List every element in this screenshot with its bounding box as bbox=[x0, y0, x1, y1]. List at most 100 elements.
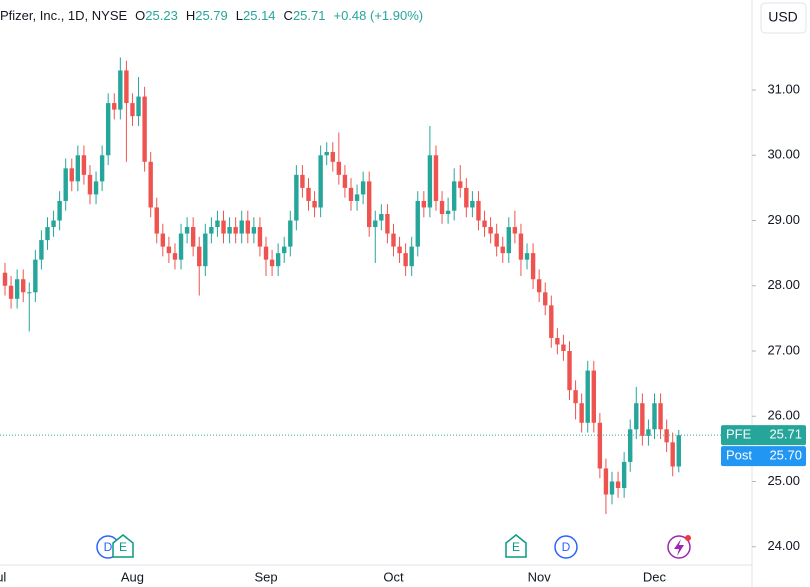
symbol: Pfizer, Inc., 1D, NYSE bbox=[0, 8, 127, 23]
candle-body bbox=[112, 103, 117, 110]
candle-body bbox=[209, 227, 214, 234]
post-price-name: Post bbox=[726, 448, 752, 463]
ohlc-value: 25.14 bbox=[243, 8, 276, 23]
candle-body bbox=[621, 461, 627, 489]
candle-body bbox=[464, 187, 469, 208]
candle-body bbox=[373, 220, 378, 228]
candle-body bbox=[549, 305, 554, 338]
candle-body bbox=[154, 207, 159, 234]
candle-body bbox=[658, 403, 663, 430]
candle-body bbox=[385, 213, 390, 234]
y-tick-label: 27.00 bbox=[767, 342, 800, 357]
candle-body bbox=[476, 200, 481, 221]
candle-body bbox=[348, 187, 354, 201]
x-tick-label: Oct bbox=[383, 569, 404, 584]
candle-body bbox=[51, 220, 56, 228]
candle-body bbox=[652, 403, 657, 430]
event-label: D bbox=[104, 540, 113, 554]
ohlc-value: 25.71 bbox=[293, 8, 326, 23]
candle-body bbox=[124, 70, 129, 104]
candle-body bbox=[330, 152, 335, 162]
candle-body bbox=[27, 292, 32, 294]
event-label: E bbox=[119, 540, 127, 554]
y-tick-label: 24.00 bbox=[767, 538, 800, 553]
candle-body bbox=[197, 246, 202, 267]
ohlc-value: 25.23 bbox=[145, 8, 178, 23]
candle-body bbox=[282, 246, 287, 254]
event-icon bbox=[554, 535, 578, 559]
candle-body bbox=[664, 429, 669, 443]
event-icon bbox=[505, 534, 527, 558]
post-price-value: 25.70 bbox=[769, 448, 802, 463]
currency-button[interactable] bbox=[760, 2, 807, 34]
candle-body bbox=[524, 253, 530, 260]
candle-body bbox=[488, 227, 493, 234]
candle-body bbox=[391, 233, 396, 247]
candle-body bbox=[615, 481, 621, 489]
candle-body bbox=[342, 174, 348, 188]
candle-body bbox=[166, 246, 172, 254]
candle-body bbox=[354, 194, 360, 201]
y-tick-label: 25.00 bbox=[767, 473, 800, 488]
candle-body bbox=[221, 220, 226, 234]
candle-body bbox=[512, 227, 518, 234]
candle-body bbox=[172, 253, 178, 260]
candle-body bbox=[184, 227, 190, 234]
header: Pfizer, Inc., 1D, NYSE O25.23 H25.79 L25.14… bbox=[0, 8, 423, 23]
candle-body bbox=[312, 200, 317, 208]
candle-body bbox=[233, 227, 238, 234]
candle-body bbox=[69, 168, 74, 182]
candle-body bbox=[530, 253, 536, 280]
candle-body bbox=[245, 220, 250, 234]
currency[interactable]: USD bbox=[768, 9, 798, 25]
candle-body bbox=[536, 279, 542, 293]
candle-body bbox=[360, 181, 366, 195]
candle-body bbox=[415, 200, 420, 247]
candle-body bbox=[421, 200, 427, 208]
candle-body bbox=[93, 181, 99, 195]
event-icon bbox=[112, 534, 134, 558]
header-text: Pfizer, Inc., 1D, NYSE O25.23 H25.79 L25.14… bbox=[0, 8, 423, 23]
candle-body bbox=[397, 246, 402, 254]
candle-body bbox=[646, 429, 651, 436]
candle-body bbox=[39, 240, 44, 260]
candle-body bbox=[306, 187, 311, 201]
candle-body bbox=[215, 220, 220, 228]
candle-body bbox=[203, 233, 208, 267]
y-tick-label: 30.00 bbox=[767, 147, 800, 162]
candle-body bbox=[324, 152, 329, 156]
candle-body bbox=[451, 181, 457, 211]
candle-body bbox=[33, 259, 38, 293]
candle-body bbox=[439, 200, 445, 214]
x-tick-label: Jul bbox=[0, 569, 6, 584]
last-price-box bbox=[721, 425, 806, 446]
event-label: E bbox=[512, 540, 520, 554]
candle-body bbox=[99, 155, 105, 182]
y-tick-label: 31.00 bbox=[767, 81, 800, 96]
y-tick-label: 26.00 bbox=[767, 408, 800, 423]
x-tick-label: Sep bbox=[254, 569, 277, 584]
candle-body bbox=[427, 155, 433, 208]
candle-body bbox=[591, 370, 596, 423]
last-price-value: 25.71 bbox=[769, 427, 802, 442]
candle-body bbox=[300, 174, 305, 188]
candle-body bbox=[263, 246, 269, 260]
candle-body bbox=[628, 429, 633, 462]
candle-body bbox=[445, 210, 451, 214]
candle-body bbox=[14, 279, 20, 299]
candle-body bbox=[57, 200, 62, 221]
candle-body bbox=[227, 227, 232, 234]
event-label: D bbox=[562, 540, 571, 554]
candle-body bbox=[318, 155, 323, 208]
candle-body bbox=[603, 468, 609, 495]
candle-body bbox=[142, 96, 147, 162]
candle-body bbox=[585, 370, 590, 423]
ohlc-label: C bbox=[284, 8, 293, 23]
candle-body bbox=[609, 481, 615, 495]
candle-body bbox=[118, 70, 123, 110]
last-price-name: PFE bbox=[726, 427, 752, 442]
candle-body bbox=[555, 337, 560, 345]
candle-body bbox=[2, 272, 8, 286]
